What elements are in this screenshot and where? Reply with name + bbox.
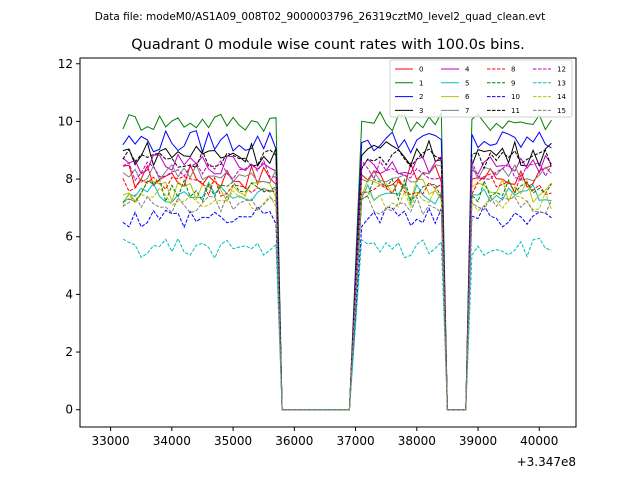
x-tick-label: 33000 — [92, 434, 130, 448]
x-tick-label: 39000 — [459, 434, 497, 448]
series-line-3 — [122, 139, 552, 411]
legend-label-5: 5 — [465, 79, 469, 87]
series-line-14 — [122, 187, 552, 411]
x-tick-label: 35000 — [214, 434, 252, 448]
legend-label-7: 7 — [465, 107, 469, 115]
x-axis: 33000 34000 35000 36000 37000 38000 39000 40000 — [92, 427, 558, 448]
y-tick-label: 8 — [65, 172, 73, 186]
series-layer — [122, 110, 552, 411]
legend-label-11: 11 — [511, 107, 520, 115]
x-tick-label: 36000 — [275, 434, 313, 448]
legend-label-14: 14 — [557, 93, 566, 101]
legend-label-2: 2 — [419, 93, 423, 101]
y-tick-label: 12 — [58, 57, 73, 71]
legend-label-1: 1 — [419, 79, 423, 87]
y-tick-label: 10 — [58, 114, 73, 128]
y-tick-label: 2 — [65, 345, 73, 359]
series-line-0 — [122, 161, 552, 411]
legend-label-10: 10 — [511, 93, 520, 101]
series-line-6 — [122, 177, 552, 411]
legend-label-13: 13 — [557, 79, 566, 87]
series-line-4 — [122, 153, 552, 411]
plot-frame — [79, 57, 577, 428]
legend-label-12: 12 — [557, 66, 566, 74]
legend-label-3: 3 — [419, 107, 423, 115]
series-line-8 — [122, 173, 552, 411]
series-line-15 — [122, 193, 552, 411]
y-tick-label: 4 — [65, 287, 73, 301]
series-line-11 — [122, 148, 552, 411]
x-tick-label: 40000 — [520, 434, 558, 448]
x-tick-label: 34000 — [153, 434, 191, 448]
legend-label-0: 0 — [419, 66, 423, 74]
legend-label-8: 8 — [511, 66, 515, 74]
legend-label-9: 9 — [511, 79, 515, 87]
y-axis: 0 2 4 6 8 10 12 — [58, 57, 80, 417]
x-offset-label: +3.347e8 — [517, 455, 576, 469]
legend-label-6: 6 — [465, 93, 470, 101]
y-tick-label: 6 — [65, 230, 73, 244]
series-line-12 — [122, 159, 552, 411]
chart-suptitle: Data file: modeM0/AS1A09_008T02_90000037… — [95, 11, 546, 23]
y-tick-label: 0 — [65, 403, 73, 417]
x-tick-label: 37000 — [336, 434, 374, 448]
series-line-10 — [122, 204, 552, 411]
legend-label-4: 4 — [465, 66, 470, 74]
chart-title: Quadrant 0 module wise count rates with … — [131, 37, 525, 53]
series-line-13 — [122, 237, 552, 411]
series-line-9 — [122, 178, 552, 411]
legend-box — [389, 59, 573, 118]
series-line-5 — [122, 181, 552, 411]
legend-label-15: 15 — [557, 107, 566, 115]
x-tick-label: 38000 — [398, 434, 436, 448]
